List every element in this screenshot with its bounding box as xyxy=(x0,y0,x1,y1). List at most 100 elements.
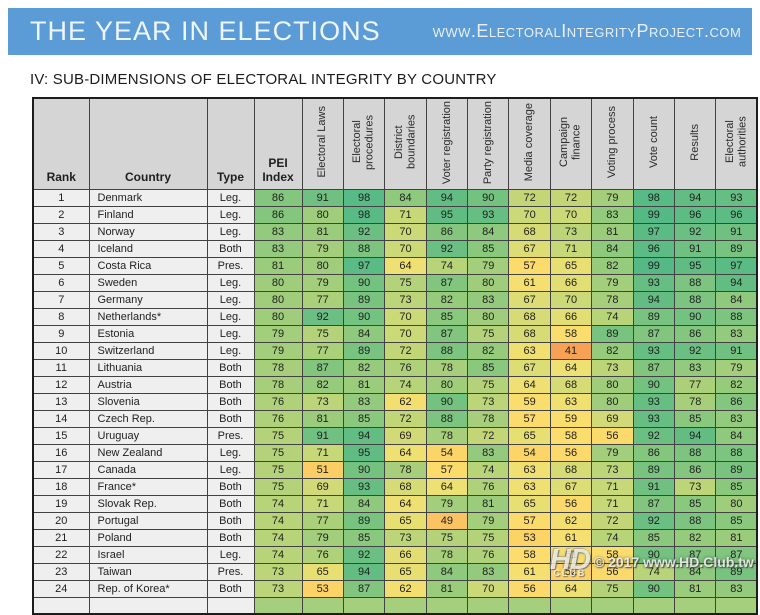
country-cell: Israel xyxy=(88,545,208,564)
country-cell: Finland xyxy=(88,205,208,224)
score-cell-party_registration: 83 xyxy=(467,443,510,462)
country-cell: Poland xyxy=(88,528,208,547)
table-row: 10 Switzerland Leg. 79 77 89 72 88 82 63 41 82 93 92 9… xyxy=(32,341,758,360)
score-cell-electoral_authorities: 85 xyxy=(715,511,758,530)
banner: THE YEAR IN ELECTIONS www.ElectoralInteg… xyxy=(8,8,752,55)
type-cell: Leg. xyxy=(206,545,255,564)
score-cell-district_boundaries: 70 xyxy=(384,239,427,258)
type-cell: Pres. xyxy=(206,562,255,581)
score-cell-party_registration: 85 xyxy=(467,239,510,258)
score-cell-vote_count: 92 xyxy=(632,426,676,445)
score-cell-vote_count: 91 xyxy=(632,477,676,496)
table-row: 17 Canada Leg. 75 51 90 78 57 74 63 68 73 89 86 89 xyxy=(32,460,758,479)
rank-cell: 24 xyxy=(32,579,90,598)
score-cell-electoral_laws: 77 xyxy=(301,341,344,360)
score-cell-voter_registration: 49 xyxy=(425,511,469,530)
score-cell-electoral_laws: 75 xyxy=(301,324,344,343)
type-cell xyxy=(206,596,255,615)
country-cell: Norway xyxy=(88,222,208,241)
table-head: Rank Country Type PEI Index Electoral Laws El… xyxy=(32,97,758,190)
score-cell-media_coverage: 67 xyxy=(508,358,551,377)
section-title: IV: SUB-DIMENSIONS OF ELECTORAL INTEGRIT… xyxy=(30,71,497,88)
score-cell-electoral_procedures: 85 xyxy=(342,409,386,428)
score-cell-district_boundaries: 75 xyxy=(384,273,427,292)
type-cell: Both xyxy=(206,392,255,411)
score-cell-voting_process: 73 xyxy=(591,358,634,377)
score-cell-electoral_laws: 51 xyxy=(301,460,344,479)
score-cell-pei_index: 86 xyxy=(253,188,303,207)
score-cell-voter_registration: 82 xyxy=(425,290,469,309)
table-row: 21 Poland Both 74 79 85 73 75 75 53 61 74 85 82 81 xyxy=(32,528,758,547)
score-cell-vote_count: 90 xyxy=(632,579,676,598)
score-cell-pei_index: 75 xyxy=(253,477,303,496)
score-cell-campaign_finance: 66 xyxy=(549,273,593,292)
banner-url[interactable]: www.ElectoralIntegrityProject.com xyxy=(432,21,742,41)
score-cell-media_coverage: 61 xyxy=(508,562,551,581)
table-row: 20 Portugal Both 74 77 89 65 49 79 57 62 72 92 88 85 xyxy=(32,511,758,530)
score-cell-results: 81 xyxy=(674,579,717,598)
score-cell-district_boundaries: 73 xyxy=(384,290,427,309)
score-cell-media_coverage: 65 xyxy=(508,426,551,445)
score-cell-voting_process: 82 xyxy=(591,341,634,360)
score-cell-vote_count: 93 xyxy=(632,409,676,428)
score-cell-media_coverage: 61 xyxy=(508,273,551,292)
country-cell: Lithuania xyxy=(88,358,208,377)
score-cell-electoral_procedures: 89 xyxy=(342,290,386,309)
score-cell-results: 86 xyxy=(674,324,717,343)
score-cell-district_boundaries: 73 xyxy=(384,528,427,547)
score-cell-electoral_laws: 80 xyxy=(301,205,344,224)
score-cell-results: 83 xyxy=(674,358,717,377)
score-cell-pei_index: 83 xyxy=(253,239,303,258)
score-cell-voter_registration: 88 xyxy=(425,341,469,360)
rank-cell: 16 xyxy=(32,443,90,462)
score-cell-results: 82 xyxy=(674,528,717,547)
score-cell-voting_process: 89 xyxy=(591,324,634,343)
score-cell-results: 85 xyxy=(674,494,717,513)
country-cell: Estonia xyxy=(88,324,208,343)
score-cell-media_coverage: 57 xyxy=(508,256,551,275)
score-cell-results: 86 xyxy=(674,460,717,479)
score-cell-campaign_finance: 41 xyxy=(549,341,593,360)
table-row: 5 Costa Rica Pres. 81 80 97 64 74 79 57 65 82 99 95 97 xyxy=(32,256,758,275)
score-cell-pei_index: 79 xyxy=(253,324,303,343)
country-cell: Slovak Rep. xyxy=(88,494,208,513)
score-cell-electoral_laws: 77 xyxy=(301,511,344,530)
rank-cell: 17 xyxy=(32,460,90,479)
col-header-label: Electoral procedures xyxy=(351,114,377,170)
score-cell-voter_registration: 79 xyxy=(425,494,469,513)
score-cell-pei_index: 75 xyxy=(253,443,303,462)
score-cell-pei_index: 74 xyxy=(253,511,303,530)
score-cell-district_boundaries: 62 xyxy=(384,579,427,598)
country-cell xyxy=(88,596,208,615)
col-header-label: Electoral authorities xyxy=(723,116,749,168)
score-cell-campaign_finance: 68 xyxy=(549,375,593,394)
score-cell-pei_index: 73 xyxy=(253,562,303,581)
score-cell-results: 87 xyxy=(674,545,717,564)
col-header-label: District boundaries xyxy=(392,115,418,170)
score-cell-voter_registration: 95 xyxy=(425,205,469,224)
score-cell-electoral_authorities: 96 xyxy=(715,205,758,224)
score-cell-electoral_authorities: 97 xyxy=(715,256,758,275)
country-cell: Netherlands* xyxy=(88,307,208,326)
type-cell: Leg. xyxy=(206,460,255,479)
score-cell-voter_registration: 74 xyxy=(425,256,469,275)
country-cell: Switzerland xyxy=(88,341,208,360)
score-cell-voting_process: 79 xyxy=(591,188,634,207)
score-cell-electoral_procedures: 94 xyxy=(342,562,386,581)
type-cell: Both xyxy=(206,358,255,377)
rank-cell: 3 xyxy=(32,222,90,241)
rank-cell xyxy=(32,596,90,615)
score-cell-voter_registration: 78 xyxy=(425,545,469,564)
score-cell-campaign_finance: 61 xyxy=(549,545,593,564)
score-cell-results: 88 xyxy=(674,511,717,530)
score-cell-party_registration: 80 xyxy=(467,307,510,326)
score-cell-vote_count: 93 xyxy=(632,392,676,411)
col-header-district-boundaries: District boundaries xyxy=(384,97,427,190)
col-header-campaign-finance: Campaign finance xyxy=(549,97,593,190)
score-cell-voting_process: 71 xyxy=(591,477,634,496)
score-cell-district_boundaries: 64 xyxy=(384,494,427,513)
score-cell-party_registration: 73 xyxy=(467,392,510,411)
score-cell-pei_index: 75 xyxy=(253,426,303,445)
type-cell: Leg. xyxy=(206,205,255,224)
header-row: Rank Country Type PEI Index Electoral Laws El… xyxy=(32,97,758,190)
